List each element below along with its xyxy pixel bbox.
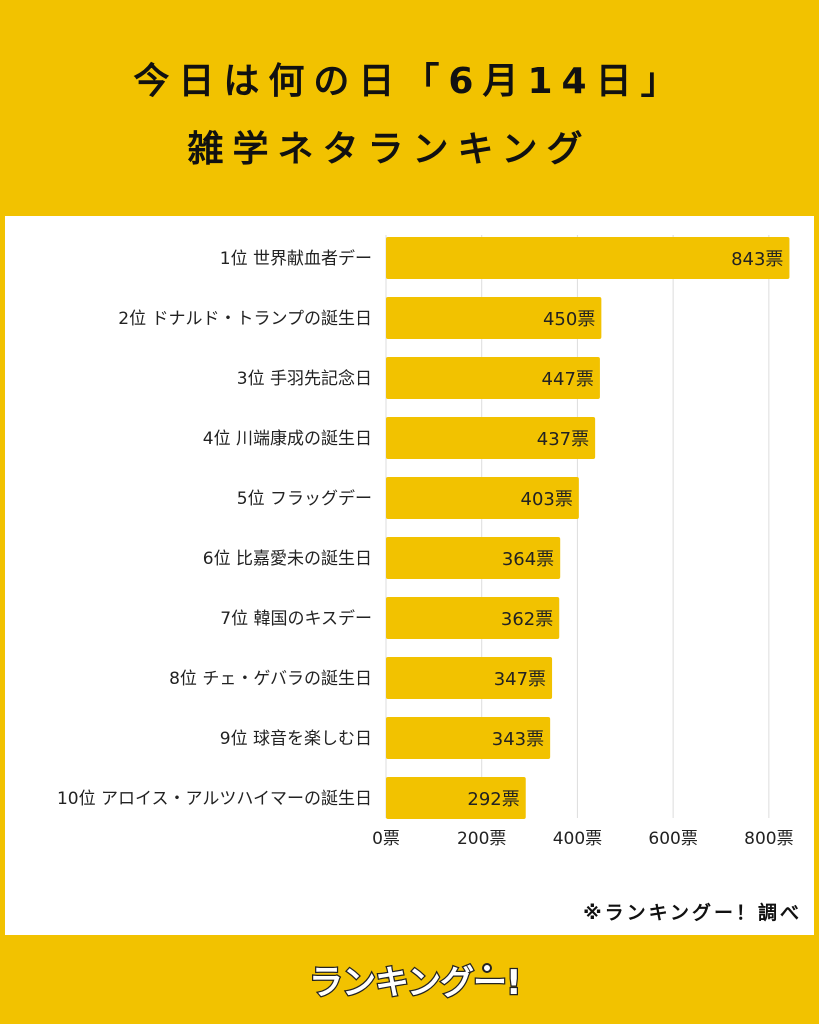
- ranking-bar-chart: 0票 200票 400票 600票 800票 1位 世界献血者デー 843票 2位 ドナルド・…: [57, 235, 794, 849]
- bar-value-label: 437票: [537, 429, 589, 450]
- bar: [386, 297, 602, 339]
- category-label: 7位 韓国のキスデー: [220, 608, 372, 629]
- category-label: 2位 ドナルド・トランプの誕生日: [118, 309, 372, 329]
- page-subtitle: 雑学ネタランキング: [187, 129, 592, 170]
- bar: [386, 537, 561, 579]
- bar-value-label: 362票: [501, 609, 553, 630]
- bar-value-label: 447票: [542, 369, 594, 390]
- category-label: 5位 フラッグデー: [237, 488, 372, 509]
- category-label: 3位 手羽先記念日: [237, 368, 372, 389]
- x-tick-label: 800票: [744, 829, 793, 849]
- bar: [386, 417, 596, 459]
- source-note: ※ランキングー！調べ: [583, 902, 802, 924]
- category-label: 10位 アロイス・アルツハイマーの誕生日: [57, 789, 372, 809]
- bar-value-label: 292票: [467, 789, 519, 810]
- header: 今日は何の日「6月14日」 雑学ネタランキング: [0, 0, 819, 215]
- category-label: 8位 チェ・ゲバラの誕生日: [169, 669, 372, 689]
- bar: [386, 357, 600, 399]
- bar: [386, 717, 551, 759]
- ranking-logo: ランキングー!: [308, 962, 520, 1005]
- chart-panel: 0票 200票 400票 600票 800票 1位 世界献血者デー 843票 2位 ドナルド・…: [5, 216, 814, 935]
- x-tick-label: 400票: [553, 829, 602, 849]
- bar-value-label: 347票: [494, 669, 546, 690]
- bar: [386, 657, 553, 699]
- page-title: 今日は何の日「6月14日」: [133, 61, 686, 102]
- bar: [386, 597, 560, 639]
- x-tick-label: 200票: [457, 829, 506, 849]
- thumbs-up-icon: [482, 963, 492, 973]
- bar-value-label: 364票: [502, 549, 554, 570]
- bar-value-label: 843票: [731, 249, 783, 270]
- category-label: 1位 世界献血者デー: [220, 248, 372, 269]
- bar-value-label: 343票: [492, 729, 544, 750]
- category-label: 6位 比嘉愛未の誕生日: [203, 549, 372, 569]
- bar-value-label: 450票: [543, 309, 595, 330]
- category-label: 9位 球音を楽しむ日: [220, 729, 372, 749]
- bar: [386, 477, 579, 519]
- bar: [386, 777, 526, 819]
- category-label: 4位 川端康成の誕生日: [203, 429, 372, 449]
- x-tick-label: 0票: [372, 829, 400, 849]
- bar: [386, 237, 790, 279]
- logo-text: ランキングー!: [309, 963, 520, 1003]
- x-tick-label: 600票: [648, 829, 697, 849]
- bar-value-label: 403票: [521, 489, 573, 510]
